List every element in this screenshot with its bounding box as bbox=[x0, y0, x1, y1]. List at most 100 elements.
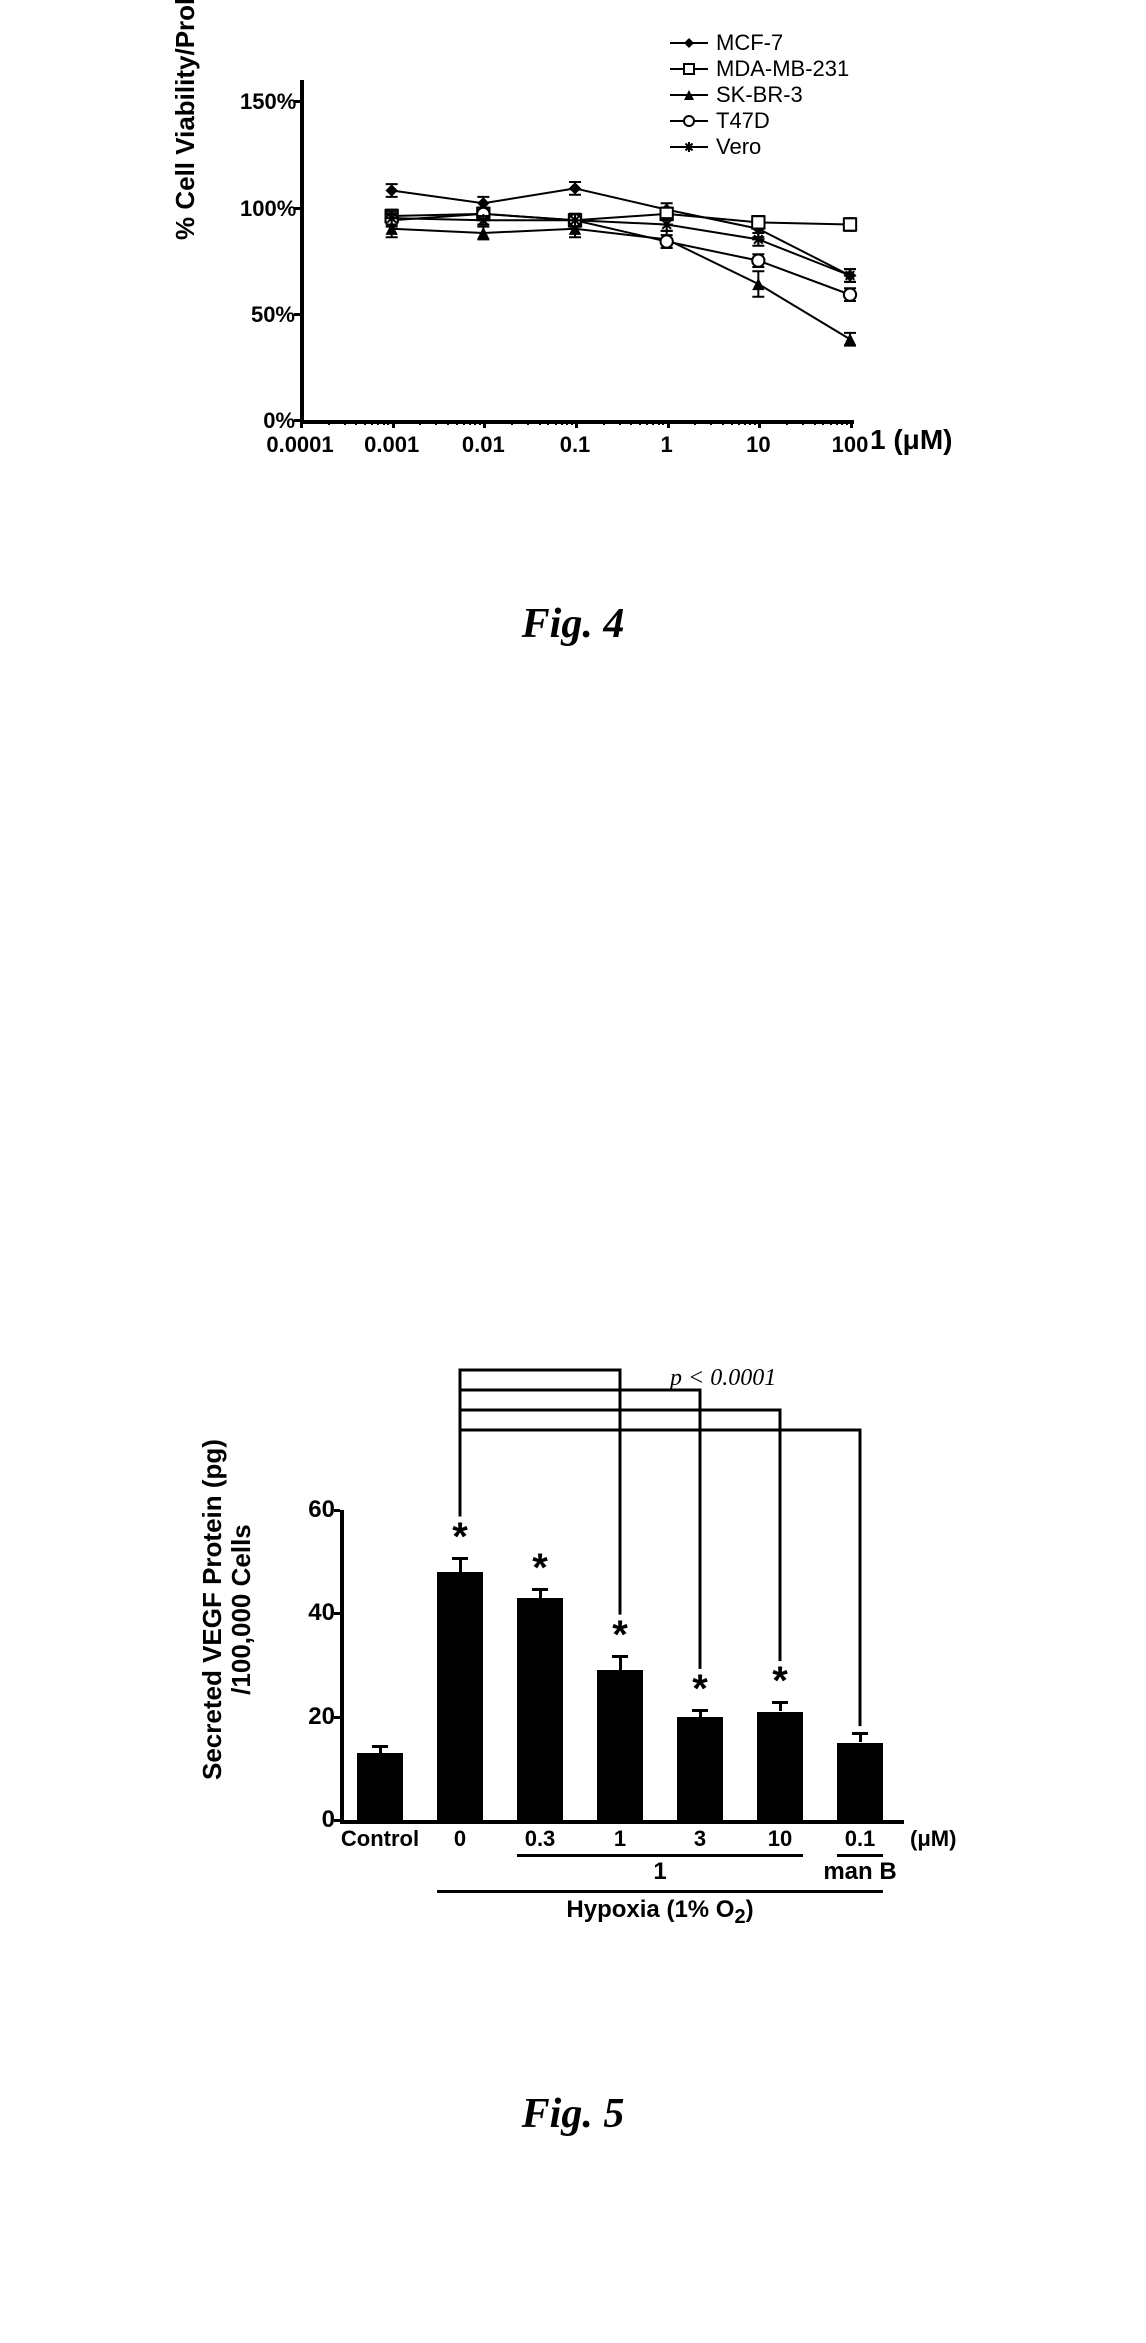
x-axis-unit: (μM) bbox=[910, 1826, 956, 1852]
minor-tick bbox=[836, 420, 838, 425]
chart2-ytick: 20 bbox=[295, 1703, 335, 1731]
tick-mark bbox=[294, 100, 300, 103]
minor-tick bbox=[555, 420, 557, 425]
chart1-ylabel: % Cell Viability/Proliferation bbox=[170, 0, 201, 240]
minor-tick bbox=[344, 420, 346, 425]
minor-tick bbox=[710, 420, 712, 425]
minor-tick bbox=[731, 420, 733, 425]
tick-mark bbox=[758, 420, 761, 428]
minor-tick bbox=[387, 420, 389, 425]
tick-mark bbox=[300, 420, 303, 428]
bar-3 bbox=[677, 1717, 723, 1820]
group-label: man B bbox=[823, 1858, 896, 1886]
minor-tick bbox=[694, 420, 696, 425]
minor-tick bbox=[566, 420, 568, 425]
group-label: 1 bbox=[653, 1858, 666, 1886]
significance-star: * bbox=[612, 1613, 628, 1658]
chart-vegf-bars: Secreted VEGF Protein (pg) /100,000 Cell… bbox=[200, 1350, 960, 2000]
minor-tick bbox=[511, 420, 513, 425]
legend-item: Vero bbox=[670, 134, 849, 160]
minor-tick bbox=[463, 420, 465, 425]
group-underline bbox=[517, 1854, 803, 1857]
minor-tick bbox=[744, 420, 746, 425]
tick-mark bbox=[334, 1509, 340, 1512]
legend-label: MDA-MB-231 bbox=[716, 56, 849, 82]
chart1-xtick: 0.1 bbox=[535, 432, 615, 458]
bar-0.1 bbox=[837, 1743, 883, 1821]
minor-tick bbox=[662, 420, 664, 425]
p-value-annotation: p < 0.0001 bbox=[670, 1365, 776, 1392]
minor-tick bbox=[474, 420, 476, 425]
significance-star: * bbox=[692, 1667, 708, 1712]
legend-item: MDA-MB-231 bbox=[670, 56, 849, 82]
minor-tick bbox=[630, 420, 632, 425]
minor-tick bbox=[419, 420, 421, 425]
minor-tick bbox=[786, 420, 788, 425]
fig5-caption: Fig. 5 bbox=[0, 2090, 1146, 2138]
chart1-ytick: 50% bbox=[240, 302, 295, 328]
minor-tick bbox=[447, 420, 449, 425]
chart2-ylabel-l1: Secreted VEGF Protein (pg) bbox=[198, 1439, 227, 1780]
significance-star: * bbox=[452, 1515, 468, 1560]
minor-tick bbox=[658, 420, 660, 425]
chart1-xtick: 10 bbox=[718, 432, 798, 458]
hypoxia-label: Hypoxia (1% O2) bbox=[566, 1896, 753, 1929]
chart1-ytick: 0% bbox=[240, 408, 295, 434]
series-Vero bbox=[392, 218, 850, 275]
minor-tick bbox=[328, 420, 330, 425]
chart1-ytick: 150% bbox=[240, 89, 295, 115]
minor-tick bbox=[435, 420, 437, 425]
bar-0 bbox=[437, 1572, 483, 1820]
legend-item: T47D bbox=[670, 108, 849, 134]
chart1-xtick: 0.0001 bbox=[260, 432, 340, 458]
minor-tick bbox=[371, 420, 373, 425]
legend-label: T47D bbox=[716, 108, 770, 134]
tick-mark bbox=[334, 1819, 340, 1822]
minor-tick bbox=[603, 420, 605, 425]
minor-tick bbox=[364, 420, 366, 425]
minor-tick bbox=[738, 420, 740, 425]
minor-tick bbox=[802, 420, 804, 425]
minor-tick bbox=[722, 420, 724, 425]
chart2-xcat: 1 bbox=[614, 1826, 626, 1852]
fig4-caption: Fig. 4 bbox=[0, 600, 1146, 648]
legend-label: Vero bbox=[716, 134, 761, 160]
bar-Control bbox=[357, 1753, 403, 1820]
legend-item: SK-BR-3 bbox=[670, 82, 849, 108]
chart2-xcat: 0.3 bbox=[525, 1826, 556, 1852]
minor-tick bbox=[619, 420, 621, 425]
tick-mark bbox=[392, 420, 395, 428]
group-underline bbox=[837, 1854, 883, 1857]
minor-tick bbox=[456, 420, 458, 425]
minor-tick bbox=[749, 420, 751, 425]
significance-star: * bbox=[772, 1659, 788, 1704]
minor-tick bbox=[846, 420, 848, 425]
error-cap bbox=[372, 1745, 388, 1748]
minor-tick bbox=[830, 420, 832, 425]
tick-mark bbox=[334, 1716, 340, 1719]
chart-cell-viability: % Cell Viability/Proliferation 1 (μM) MC… bbox=[180, 40, 940, 540]
tick-mark bbox=[667, 420, 670, 428]
chart2-xcat: 10 bbox=[768, 1826, 792, 1852]
minor-tick bbox=[377, 420, 379, 425]
bar-10 bbox=[757, 1712, 803, 1821]
minor-tick bbox=[527, 420, 529, 425]
minor-tick bbox=[841, 420, 843, 425]
legend-label: SK-BR-3 bbox=[716, 82, 803, 108]
minor-tick bbox=[547, 420, 549, 425]
minor-tick bbox=[383, 420, 385, 425]
legend-item: MCF-7 bbox=[670, 30, 849, 56]
tick-mark bbox=[575, 420, 578, 428]
tick-mark bbox=[334, 1612, 340, 1615]
significance-bracket bbox=[460, 1390, 700, 1669]
chart2-ylabel: Secreted VEGF Protein (pg) /100,000 Cell… bbox=[198, 1439, 255, 1780]
series-SK-BR-3 bbox=[392, 229, 850, 340]
minor-tick bbox=[652, 420, 654, 425]
minor-tick bbox=[754, 420, 756, 425]
chart1-xtick: 100 bbox=[810, 432, 890, 458]
chart1-ytick: 100% bbox=[240, 196, 295, 222]
chart2-xcat: 0.1 bbox=[845, 1826, 876, 1852]
tick-mark bbox=[294, 207, 300, 210]
bar-1 bbox=[597, 1670, 643, 1820]
minor-tick bbox=[561, 420, 563, 425]
